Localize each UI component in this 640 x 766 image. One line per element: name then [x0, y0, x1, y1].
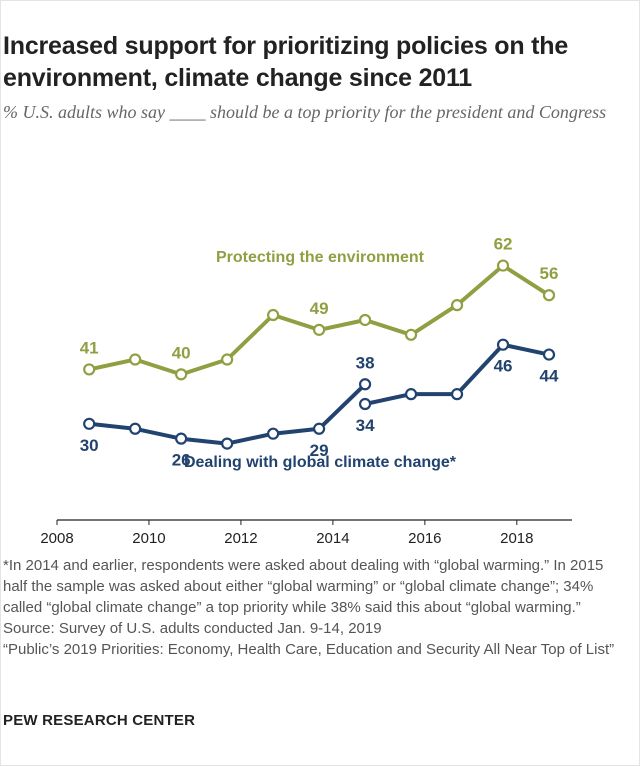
climate-data-point: [450, 388, 464, 401]
environment-data-point: [450, 299, 464, 312]
climate-data-point: [267, 427, 280, 440]
environment-data-label: 41: [80, 338, 99, 357]
environment-data-point: [175, 368, 188, 381]
environment-data-point: [404, 328, 418, 341]
environment-data-label: 40: [172, 343, 191, 362]
environment-data-point: [221, 353, 234, 366]
climate-data-point: [542, 348, 556, 361]
climate-data-label: 44: [540, 367, 559, 386]
environment-data-label: 49: [310, 299, 329, 318]
climate-data-label: 29: [310, 441, 329, 460]
x-tick-label: 2014: [316, 530, 349, 547]
x-tick-label: 2016: [408, 530, 441, 547]
x-tick-label: 2010: [132, 530, 165, 547]
environment-data-label: 56: [540, 264, 559, 283]
environment-data-point: [358, 313, 372, 327]
environment-data-point: [267, 308, 280, 322]
chart-subtitle: % U.S. adults who say ____ should be a t…: [3, 102, 607, 122]
climate-data-point: [221, 437, 234, 450]
climate-data-point: [83, 417, 96, 430]
environment-series-line: [87, 263, 551, 377]
chart-title: Increased support for prioritizing polic…: [3, 32, 569, 92]
climate-data-point: [358, 397, 372, 411]
climate-series-label: Dealing with global climate change*: [184, 454, 457, 471]
environment-data-point: [83, 363, 96, 376]
report-title: “Public’s 2019 Priorities: Economy, Heal…: [3, 641, 615, 658]
climate-data-label: 26: [172, 451, 191, 470]
chart-notes: *In 2014 and earlier, respondents were a…: [3, 555, 623, 660]
source-note: Source: Survey of U.S. adults conducted …: [3, 620, 382, 637]
environment-series-label: Protecting the environment: [216, 249, 425, 266]
climate-data-point: [312, 422, 326, 435]
climate-data-point: [496, 338, 510, 351]
x-tick-label: 2008: [40, 530, 73, 547]
x-tick-label: 2012: [224, 530, 257, 547]
environment-data-point: [129, 353, 142, 366]
climate-data-label: 34: [356, 416, 375, 435]
climate-data-label: 46: [494, 357, 513, 376]
environment-data-point: [542, 289, 556, 302]
environment-data-label: 62: [494, 235, 513, 254]
line-chart: 2008 2010 2012 2014 2016 2018 41 40 49 62 56 30 26 29…: [40, 235, 572, 547]
climate-data-point: [129, 422, 142, 435]
climate-data-label: 30: [80, 436, 99, 455]
climate-data-label: 38: [356, 353, 375, 372]
climate-series-line: [87, 382, 368, 446]
footnote: *In 2014 and earlier, respondents were a…: [3, 557, 604, 616]
brand-logo-text: PEW RESEARCH CENTER: [3, 712, 196, 729]
environment-data-point: [496, 259, 510, 272]
climate-data-point: [175, 432, 188, 445]
climate-data-point: [358, 378, 372, 391]
x-tick-label: 2018: [500, 530, 533, 547]
climate-data-point: [404, 388, 418, 401]
environment-data-point: [312, 323, 326, 336]
